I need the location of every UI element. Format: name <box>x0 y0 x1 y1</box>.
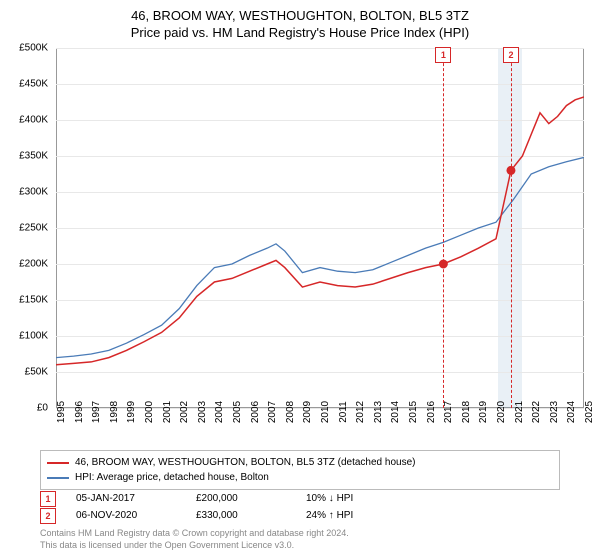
marker-date-2: 06-NOV-2020 <box>76 507 176 524</box>
x-tick-label: 2009 <box>302 401 313 423</box>
x-tick-label: 2017 <box>443 401 454 423</box>
chart-plot-area: 12 <box>56 48 584 408</box>
legend-swatch-series2 <box>47 477 69 479</box>
title-line2: Price paid vs. HM Land Registry's House … <box>0 25 600 42</box>
marker-badge-1: 1 <box>40 491 56 507</box>
x-tick-label: 1999 <box>126 401 137 423</box>
y-tick-label: £250K <box>19 223 48 234</box>
x-tick-label: 2019 <box>478 401 489 423</box>
x-tick-label: 2018 <box>461 401 472 423</box>
legend-label-series1: 46, BROOM WAY, WESTHOUGHTON, BOLTON, BL5… <box>75 455 415 470</box>
sale-marker-badge: 1 <box>435 47 451 63</box>
x-axis-labels: 1995199619971998199920002001200220032004… <box>56 412 584 452</box>
footer-line1: Contains HM Land Registry data © Crown c… <box>40 528 349 540</box>
x-tick-label: 2004 <box>214 401 225 423</box>
legend-row-series1: 46, BROOM WAY, WESTHOUGHTON, BOLTON, BL5… <box>47 455 553 470</box>
x-tick-label: 2008 <box>285 401 296 423</box>
x-tick-label: 1995 <box>56 401 67 423</box>
sale-marker-badge: 2 <box>503 47 519 63</box>
marker-badge-2: 2 <box>40 508 56 524</box>
marker-row-1: 1 05-JAN-2017 £200,000 10% ↓ HPI <box>40 490 386 507</box>
legend-row-series2: HPI: Average price, detached house, Bolt… <box>47 470 553 485</box>
marker-delta-2: 24% ↑ HPI <box>306 507 386 524</box>
x-tick-label: 2006 <box>250 401 261 423</box>
x-tick-label: 2021 <box>514 401 525 423</box>
legend-box: 46, BROOM WAY, WESTHOUGHTON, BOLTON, BL5… <box>40 450 560 490</box>
marker-price-1: £200,000 <box>196 490 286 507</box>
marker-table: 1 05-JAN-2017 £200,000 10% ↓ HPI 2 06-NO… <box>40 490 386 524</box>
x-tick-label: 2013 <box>373 401 384 423</box>
x-tick-label: 2010 <box>320 401 331 423</box>
x-tick-label: 1998 <box>109 401 120 423</box>
y-tick-label: £300K <box>19 187 48 198</box>
chart-svg <box>56 48 584 408</box>
y-tick-label: £450K <box>19 79 48 90</box>
y-tick-label: £400K <box>19 115 48 126</box>
x-tick-label: 2002 <box>179 401 190 423</box>
marker-delta-1: 10% ↓ HPI <box>306 490 386 507</box>
x-tick-label: 2000 <box>144 401 155 423</box>
y-tick-label: £150K <box>19 295 48 306</box>
x-tick-label: 2015 <box>408 401 419 423</box>
x-tick-label: 2011 <box>338 401 349 423</box>
x-tick-label: 2007 <box>267 401 278 423</box>
y-tick-label: £500K <box>19 43 48 54</box>
x-tick-label: 2020 <box>496 401 507 423</box>
x-tick-label: 2016 <box>426 401 437 423</box>
x-tick-label: 1997 <box>91 401 102 423</box>
footer-line2: This data is licensed under the Open Gov… <box>40 540 349 552</box>
x-tick-label: 2005 <box>232 401 243 423</box>
y-tick-label: £200K <box>19 259 48 270</box>
marker-price-2: £330,000 <box>196 507 286 524</box>
x-tick-label: 2024 <box>566 401 577 423</box>
series-line-price_paid <box>56 97 584 365</box>
x-tick-label: 2001 <box>162 401 173 423</box>
y-axis-labels: £0£50K£100K£150K£200K£250K£300K£350K£400… <box>0 48 52 408</box>
y-tick-label: £50K <box>25 367 48 378</box>
legend-label-series2: HPI: Average price, detached house, Bolt… <box>75 470 269 485</box>
sale-marker-line <box>511 48 512 408</box>
x-tick-label: 1996 <box>74 401 85 423</box>
x-tick-label: 2023 <box>549 401 560 423</box>
x-tick-label: 2012 <box>355 401 366 423</box>
title-line1: 46, BROOM WAY, WESTHOUGHTON, BOLTON, BL5… <box>0 8 600 25</box>
x-tick-label: 2022 <box>531 401 542 423</box>
series-line-hpi <box>56 157 584 357</box>
x-tick-label: 2003 <box>197 401 208 423</box>
y-tick-label: £100K <box>19 331 48 342</box>
sale-marker-line <box>443 48 444 408</box>
x-tick-label: 2014 <box>390 401 401 423</box>
legend-swatch-series1 <box>47 462 69 464</box>
y-tick-label: £350K <box>19 151 48 162</box>
footer-note: Contains HM Land Registry data © Crown c… <box>40 528 349 551</box>
y-tick-label: £0 <box>37 403 48 414</box>
x-tick-label: 2025 <box>584 401 595 423</box>
chart-title: 46, BROOM WAY, WESTHOUGHTON, BOLTON, BL5… <box>0 0 600 42</box>
marker-row-2: 2 06-NOV-2020 £330,000 24% ↑ HPI <box>40 507 386 524</box>
marker-date-1: 05-JAN-2017 <box>76 490 176 507</box>
